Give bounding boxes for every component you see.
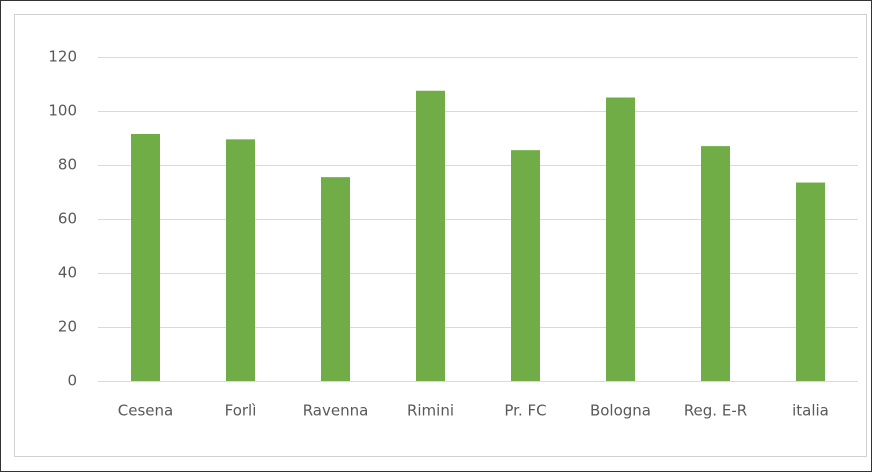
x-tick-label: Forlì (225, 402, 257, 420)
bar (511, 150, 540, 381)
bar (131, 133, 160, 381)
bar (796, 182, 825, 381)
y-tick-label: 0 (67, 372, 77, 390)
bar (226, 139, 255, 381)
x-tick-label: Rimini (407, 402, 454, 420)
x-tick-label: Cesena (118, 402, 173, 420)
x-tick-label: Pr. FC (504, 402, 546, 420)
bar (606, 97, 635, 381)
y-tick-label: 100 (48, 102, 77, 120)
bar (416, 90, 445, 381)
x-tick-label: Ravenna (303, 402, 369, 420)
plot-frame (14, 14, 867, 457)
bar (701, 146, 730, 381)
y-tick-label: 80 (58, 156, 77, 174)
bar (321, 177, 350, 381)
y-tick-label: 120 (48, 48, 77, 66)
x-tick-label: italia (792, 402, 829, 420)
y-tick-label: 60 (58, 210, 77, 228)
x-tick-label: Bologna (590, 402, 651, 420)
y-tick-label: 40 (58, 264, 77, 282)
y-tick-label: 20 (58, 318, 77, 336)
x-tick-label: Reg. E-R (684, 402, 747, 420)
